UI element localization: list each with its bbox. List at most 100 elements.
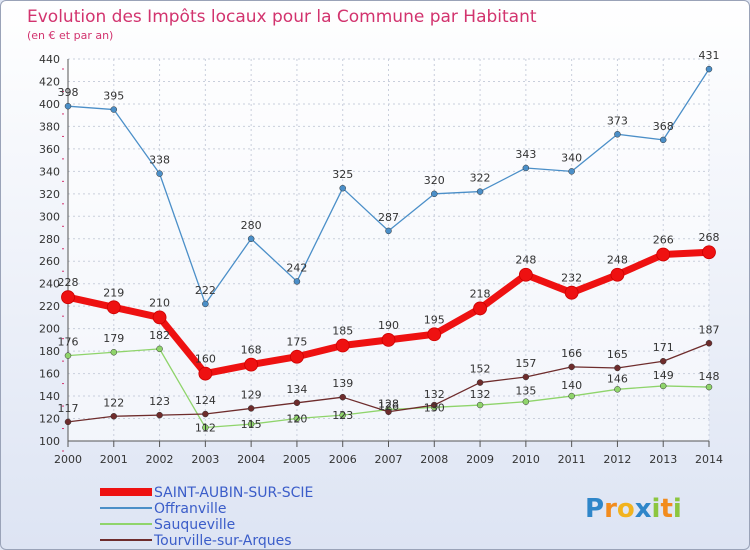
data-label-sauqueville: 140 [561, 379, 582, 392]
data-point-sauqueville [705, 383, 713, 391]
data-point-saint-aubin-sur-scie [152, 310, 167, 325]
data-label-tourville-sur-arques: 171 [653, 341, 674, 354]
data-label-saint-aubin-sur-scie: 268 [699, 231, 720, 244]
data-point-tourville-sur-arques [522, 373, 530, 381]
x-tick-label: 2003 [191, 453, 219, 466]
data-point-saint-aubin-sur-scie [335, 338, 350, 353]
data-label-offranville: 343 [515, 148, 536, 161]
data-point-offranville [705, 65, 713, 73]
x-tick-label: 2013 [649, 453, 677, 466]
y-tick-label: 200 [39, 323, 60, 336]
x-tick-label: 2008 [420, 453, 448, 466]
data-point-sauqueville [659, 382, 667, 390]
data-label-tourville-sur-arques: 134 [286, 383, 307, 396]
data-point-offranville [64, 102, 72, 110]
data-label-saint-aubin-sur-scie: 218 [470, 287, 491, 300]
data-label-tourville-sur-arques: 139 [332, 377, 353, 390]
y-tick-label: 340 [39, 165, 60, 178]
data-label-saint-aubin-sur-scie: 195 [424, 313, 445, 326]
x-tick-label: 2006 [329, 453, 357, 466]
y-tick-label: 240 [39, 278, 60, 291]
data-point-sauqueville [156, 345, 163, 353]
data-point-tourville-sur-arques [202, 410, 209, 418]
data-point-offranville [614, 131, 621, 138]
data-point-offranville [568, 168, 575, 175]
data-label-sauqueville: 132 [470, 388, 491, 401]
data-label-sauqueville: 123 [332, 409, 353, 422]
data-point-offranville [247, 235, 255, 243]
data-point-offranville [476, 188, 484, 195]
logo-letter: o [617, 494, 635, 524]
data-label-saint-aubin-sur-scie: 175 [286, 336, 307, 349]
y-tick-label: 180 [39, 345, 60, 358]
logo-letter: i [673, 494, 682, 524]
data-point-saint-aubin-sur-scie [244, 357, 259, 372]
data-label-sauqueville: 120 [286, 413, 307, 426]
data-point-tourville-sur-arques [247, 405, 255, 412]
logo-letter: x [635, 494, 652, 524]
data-point-offranville [339, 184, 346, 192]
data-label-sauqueville: 149 [653, 369, 674, 382]
data-point-sauqueville [110, 348, 118, 356]
data-label-tourville-sur-arques: 152 [470, 363, 491, 376]
data-label-tourville-sur-arques: 166 [561, 347, 582, 360]
legend-label-saint-aubin: SAINT-AUBIN-SUR-SCIE [154, 485, 313, 501]
x-tick-label: 2002 [146, 453, 174, 466]
y-tick-label: 160 [39, 368, 60, 381]
data-label-sauqueville: 135 [515, 385, 536, 398]
data-point-sauqueville [202, 424, 209, 431]
data-label-offranville: 287 [378, 211, 399, 224]
legend-label-offranville: Offranville [154, 501, 226, 517]
x-tick-label: 2005 [283, 453, 311, 466]
data-label-offranville: 368 [653, 120, 674, 133]
x-tick-label: 2001 [100, 453, 128, 466]
data-label-sauqueville: 146 [607, 372, 628, 385]
data-point-tourville-sur-arques [156, 411, 163, 419]
data-point-saint-aubin-sur-scie [564, 285, 579, 300]
x-tick-label: 2004 [237, 453, 265, 466]
x-tick-label: 2007 [375, 453, 403, 466]
data-label-sauqueville: 112 [195, 422, 216, 435]
y-tick-label: 260 [39, 255, 60, 268]
data-label-tourville-sur-arques: 126 [378, 400, 399, 413]
data-point-sauqueville [64, 352, 72, 359]
data-label-sauqueville: 182 [149, 329, 170, 342]
data-label-saint-aubin-sur-scie: 185 [332, 325, 353, 338]
y-tick-label: 280 [39, 233, 60, 246]
data-point-tourville-sur-arques [385, 408, 392, 416]
data-label-offranville: 431 [699, 49, 720, 62]
y-tick-label: 140 [39, 390, 60, 403]
data-point-offranville [522, 164, 530, 172]
data-label-tourville-sur-arques: 122 [103, 396, 124, 409]
data-point-offranville [385, 227, 392, 235]
y-tick-label: 120 [39, 413, 60, 426]
data-label-tourville-sur-arques: 117 [58, 402, 79, 415]
data-point-tourville-sur-arques [476, 379, 484, 386]
data-label-tourville-sur-arques: 123 [149, 395, 170, 408]
data-point-tourville-sur-arques [568, 363, 575, 371]
data-label-offranville: 340 [561, 151, 582, 164]
x-tick-label: 2011 [558, 453, 586, 466]
legend: SAINT-AUBIN-SUR-SCIE Offranville Sauquev… [100, 485, 313, 549]
data-label-offranville: 395 [103, 90, 124, 103]
x-tick-label: 2014 [695, 453, 723, 466]
data-point-saint-aubin-sur-scie [61, 290, 75, 305]
data-point-saint-aubin-sur-scie [198, 366, 213, 381]
y-tick-label: 400 [39, 98, 60, 111]
data-label-tourville-sur-arques: 165 [607, 348, 628, 361]
data-point-saint-aubin-sur-scie [106, 300, 121, 315]
data-label-saint-aubin-sur-scie: 160 [195, 353, 216, 366]
data-point-saint-aubin-sur-scie [610, 267, 625, 282]
data-point-tourville-sur-arques [64, 418, 72, 426]
data-point-tourville-sur-arques [614, 364, 621, 372]
proxiti-logo: Proxiti [585, 494, 682, 524]
data-point-tourville-sur-arques [659, 357, 667, 365]
logo-letter: r [604, 494, 617, 524]
data-point-saint-aubin-sur-scie [427, 327, 442, 342]
data-label-saint-aubin-sur-scie: 228 [58, 276, 79, 289]
data-label-sauqueville: 179 [103, 332, 124, 345]
chart-title: Evolution des Impôts locaux pour la Comm… [27, 7, 537, 27]
logo-letter: i [652, 494, 661, 524]
y-tick-label: 300 [39, 210, 60, 223]
data-point-saint-aubin-sur-scie [381, 332, 396, 347]
